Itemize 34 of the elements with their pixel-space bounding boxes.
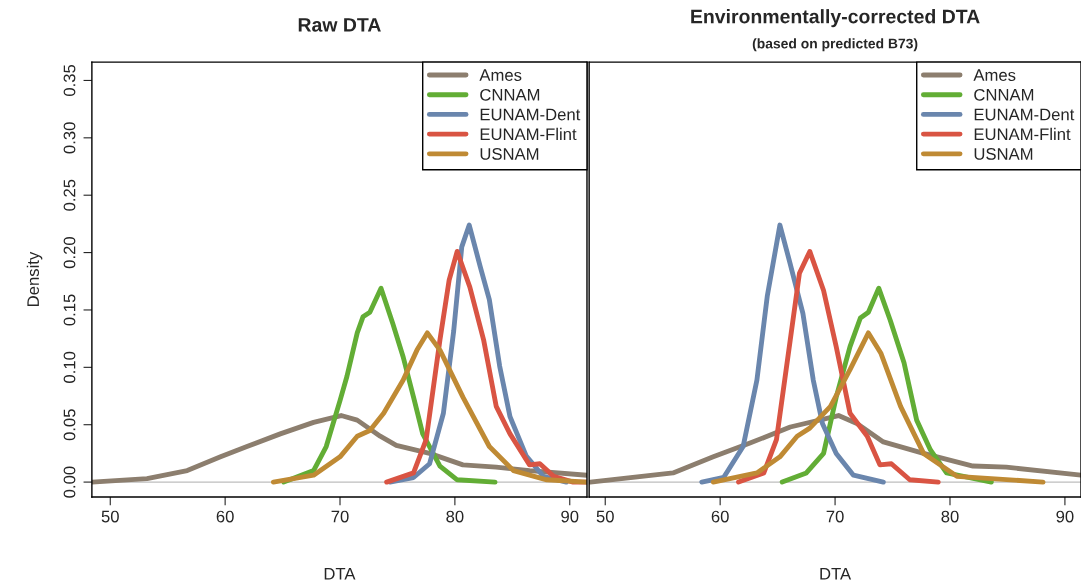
legend-label: EUNAM-Dent xyxy=(480,108,581,121)
x-tick-label: 50 xyxy=(101,510,119,523)
legend-label: CNNAM xyxy=(480,88,540,101)
chart-title: Environmentally-corrected DTA xyxy=(691,9,980,28)
legend-label: EUNAM-Dent xyxy=(974,108,1075,121)
legend-label: Ames xyxy=(479,69,522,81)
legend-label: USNAM xyxy=(480,148,539,160)
y-tick-label: 0.30 xyxy=(63,122,76,154)
y-tick-label: 0.25 xyxy=(63,179,76,211)
y-tick-label: 0.20 xyxy=(63,237,76,269)
x-tick-label: 80 xyxy=(446,510,464,523)
x-tick-label: 90 xyxy=(561,510,579,523)
x-axis-title: DTA xyxy=(324,568,356,580)
x-tick-label: 50 xyxy=(596,510,614,523)
legend-label: USNAM xyxy=(974,148,1033,160)
x-axis-title: DTA xyxy=(820,568,852,580)
y-tick-label: 0.15 xyxy=(63,294,76,326)
legend-label: Ames xyxy=(973,69,1016,81)
x-tick-label: 70 xyxy=(331,510,349,523)
x-tick-label: 60 xyxy=(216,510,234,523)
x-tick-label: 80 xyxy=(941,510,959,523)
x-tick-label: 90 xyxy=(1056,510,1074,523)
x-tick-label: 70 xyxy=(826,510,844,523)
y-tick-label: 0.00 xyxy=(63,466,76,498)
y-tick-label: 0.35 xyxy=(63,64,76,97)
y-axis-title: Density xyxy=(26,251,43,306)
y-tick-label: 0.05 xyxy=(63,409,76,441)
chart-subtitle: (based on predicted B73) xyxy=(752,38,918,52)
y-tick-label: 0.10 xyxy=(63,351,76,383)
legend-label: EUNAM-Flint xyxy=(974,127,1071,141)
x-tick-label: 60 xyxy=(711,510,729,523)
legend-label: EUNAM-Flint xyxy=(480,127,577,141)
legend-label: CNNAM xyxy=(974,88,1034,101)
chart-title: Raw DTA xyxy=(298,18,381,32)
